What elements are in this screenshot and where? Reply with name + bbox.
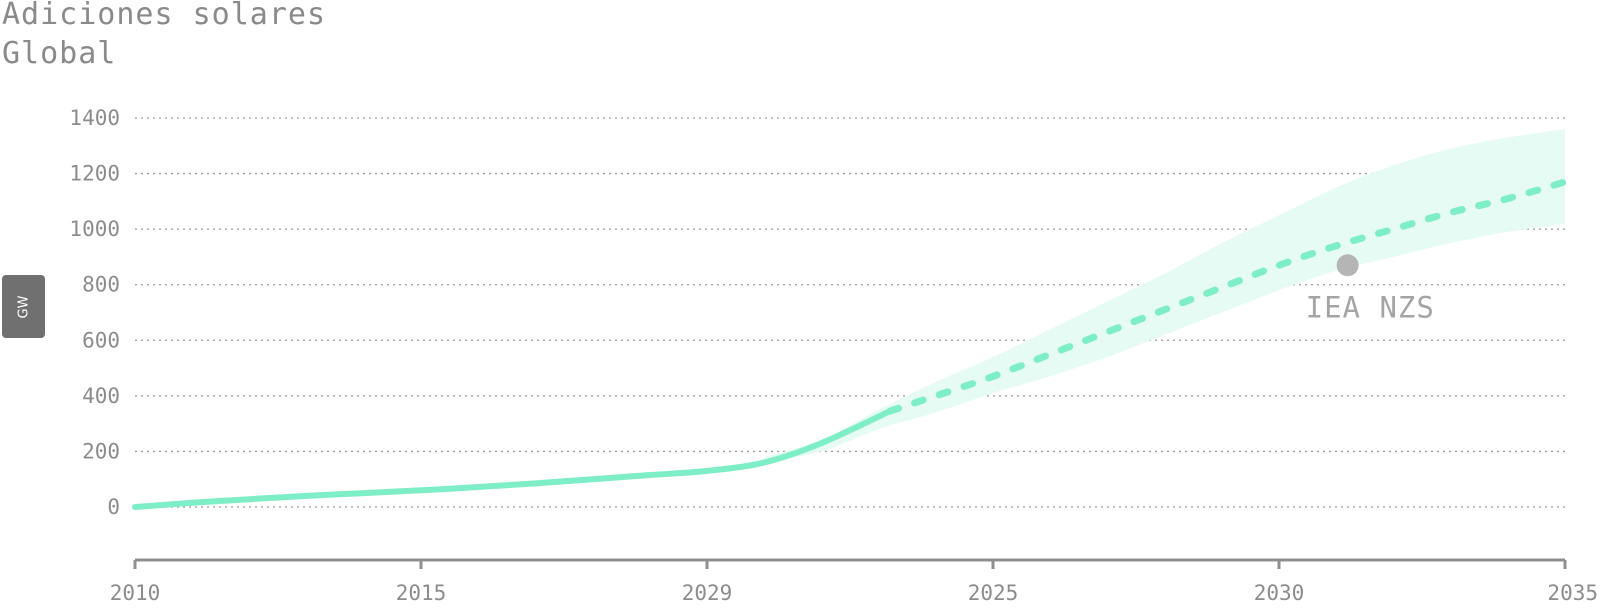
y-tick-label-0: 0: [107, 495, 120, 519]
y-tick-label-200: 200: [82, 439, 120, 463]
y-tick-label-1400: 1400: [69, 106, 120, 130]
y-axis-unit-badge: GW: [2, 275, 45, 338]
iea-nzs-marker: [1336, 254, 1359, 277]
chart-title: Adiciones solares: [2, 0, 327, 32]
y-tick-label-1000: 1000: [69, 217, 120, 241]
x-tick-label-2025: 2025: [968, 581, 1019, 605]
x-tick-label-2035: 2035: [1547, 581, 1598, 605]
x-tick-label-2010: 2010: [110, 581, 161, 605]
x-tick-label-2029: 2029: [682, 581, 733, 605]
x-tick-label-2030: 2030: [1254, 581, 1305, 605]
projection-band: [764, 129, 1565, 463]
y-tick-label-800: 800: [82, 273, 120, 297]
y-tick-label-400: 400: [82, 384, 120, 408]
iea-nzs-label: IEA NZS: [1306, 290, 1435, 324]
x-tick-label-2015: 2015: [396, 581, 447, 605]
y-tick-label-1200: 1200: [69, 162, 120, 186]
chart-subtitle: Global: [2, 36, 117, 71]
y-tick-label-600: 600: [82, 328, 120, 352]
projected-series-line: [886, 178, 1569, 415]
historical-series-line: [132, 408, 893, 510]
